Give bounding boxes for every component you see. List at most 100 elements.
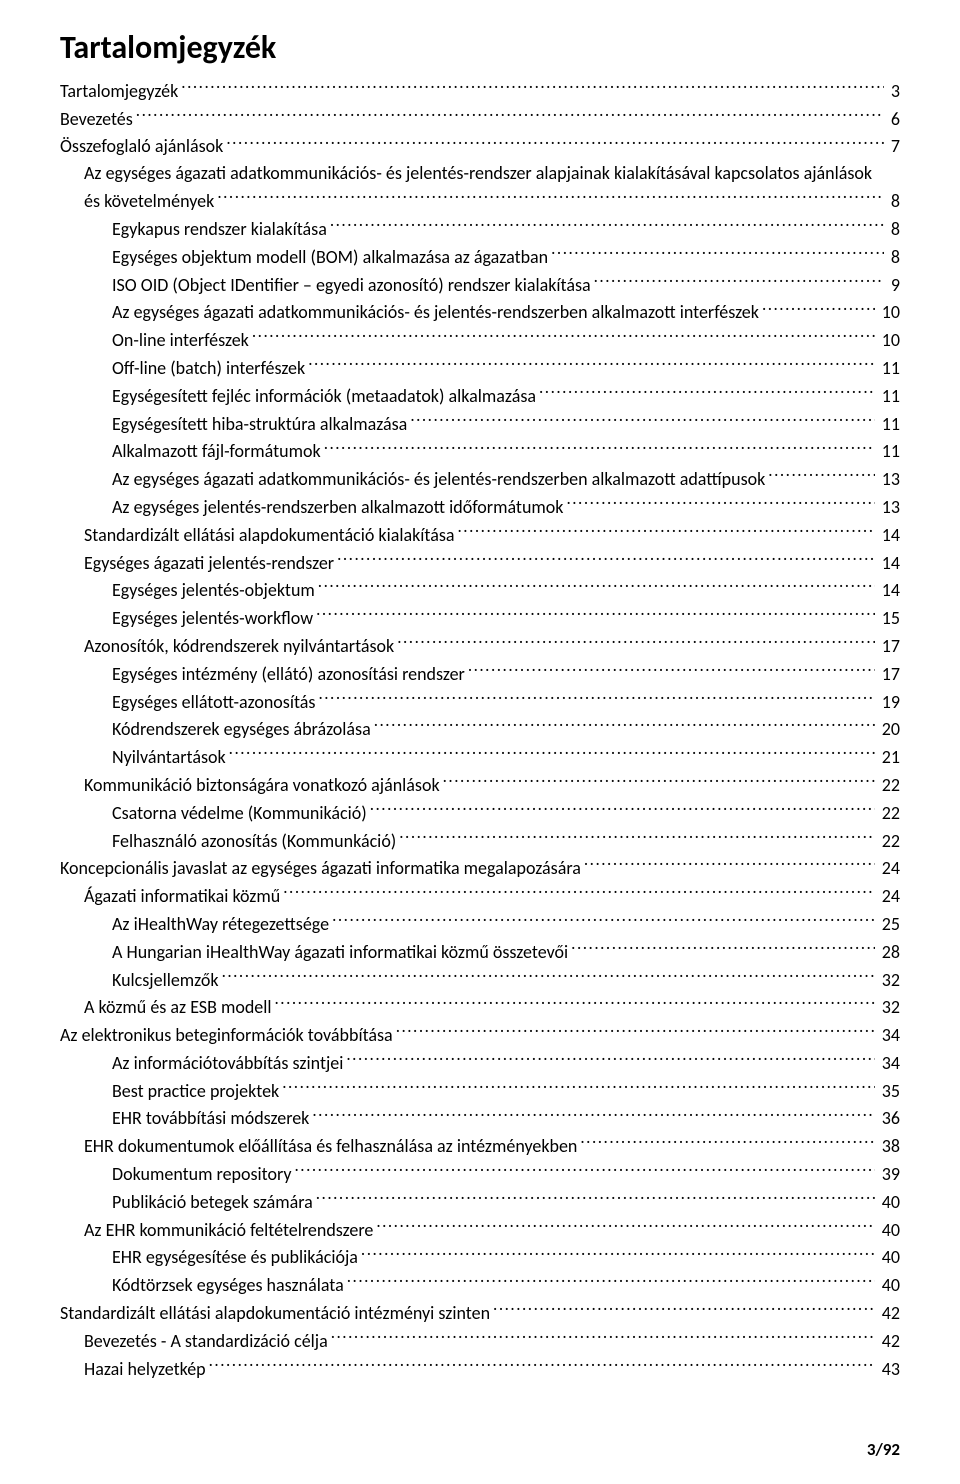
toc-entry-page: 10 bbox=[878, 299, 900, 326]
dot-leader bbox=[762, 299, 875, 319]
toc-entry-page: 11 bbox=[878, 438, 900, 465]
dot-leader bbox=[396, 1021, 875, 1041]
toc-entry: Standardizált ellátási alapdokumentáció … bbox=[60, 521, 900, 549]
toc-entry: Összefoglaló ajánlások7 bbox=[60, 133, 900, 161]
toc-entry: Egységes intézmény (ellátó) azonosítási … bbox=[60, 660, 900, 688]
dot-leader bbox=[584, 855, 875, 875]
dot-leader bbox=[330, 215, 884, 235]
toc-entry-label: Egységesített fejléc információk (metaad… bbox=[112, 383, 536, 410]
dot-leader bbox=[361, 1244, 875, 1264]
toc-entry-page: 22 bbox=[878, 800, 900, 827]
document-page: Tartalomjegyzék Tartalomjegyzék 3 Bevezeté… bbox=[0, 0, 960, 1484]
dot-leader bbox=[374, 716, 875, 736]
toc-entry-page: 42 bbox=[878, 1328, 900, 1355]
toc-entry-label: Egységes intézmény (ellátó) azonosítási … bbox=[112, 661, 465, 688]
toc-entry-page: 9 bbox=[887, 272, 900, 299]
toc-entry-label: Kódtörzsek egységes használata bbox=[112, 1272, 344, 1299]
toc-entry-page: 24 bbox=[878, 855, 900, 882]
dot-leader bbox=[397, 632, 875, 652]
toc-entry-label: Csatorna védelme (Kommunikáció) bbox=[112, 800, 367, 827]
toc-entry: Az információtovábbítás szintjei34 bbox=[60, 1049, 900, 1077]
toc-entry: EHR továbbítási módszerek36 bbox=[60, 1105, 900, 1133]
toc-entry-label: Kommunikáció biztonságára vonatkozó aján… bbox=[84, 772, 440, 799]
dot-leader bbox=[346, 1049, 874, 1069]
toc-entry: Bevezetés - A standardizáció célja 42 bbox=[60, 1327, 900, 1355]
toc-entry-page: 14 bbox=[878, 577, 900, 604]
toc-entry-label: Az információtovábbítás szintjei bbox=[112, 1050, 343, 1077]
toc-entry-page: 36 bbox=[878, 1105, 900, 1132]
toc-entry-page: 7 bbox=[887, 133, 900, 160]
toc-entry: EHR egységesítése és publikációja40 bbox=[60, 1244, 900, 1272]
toc-entry: Az egységes jelentés-rendszerben alkalma… bbox=[60, 493, 900, 521]
toc-entry: Nyilvántartások21 bbox=[60, 743, 900, 771]
dot-leader bbox=[458, 521, 875, 541]
toc-entry-page: 14 bbox=[878, 550, 900, 577]
dot-leader bbox=[316, 604, 875, 624]
toc-entry-page: 32 bbox=[878, 994, 900, 1021]
toc-entry-label: Tartalomjegyzék bbox=[60, 78, 178, 105]
dot-leader bbox=[399, 827, 874, 847]
toc-entry: Az elektronikus beteginformációk továbbí… bbox=[60, 1021, 900, 1049]
toc-entry: Kódrendszerek egységes ábrázolása20 bbox=[60, 716, 900, 744]
toc-entry-page: 13 bbox=[878, 466, 900, 493]
dot-leader bbox=[229, 743, 875, 763]
toc-entry: EHR dokumentumok előállítása és felhaszn… bbox=[60, 1132, 900, 1160]
toc-entry: Hazai helyzetkép 43 bbox=[60, 1355, 900, 1383]
toc-entry-page: 17 bbox=[878, 661, 900, 688]
toc-entry-label: EHR egységesítése és publikációja bbox=[112, 1244, 358, 1271]
toc-entry-page: 3 bbox=[887, 78, 900, 105]
toc-entry-label: On-line interfészek bbox=[112, 327, 249, 354]
toc-entry-page: 25 bbox=[878, 911, 900, 938]
toc-entry-label: Egységesített hiba-struktúra alkalmazása bbox=[112, 411, 407, 438]
dot-leader bbox=[551, 243, 884, 263]
toc-entry-page: 8 bbox=[887, 188, 900, 215]
toc-entry: Csatorna védelme (Kommunikáció) 22 bbox=[60, 799, 900, 827]
toc-entry-label: Dokumentum repository bbox=[112, 1161, 292, 1188]
toc-entry: Az EHR kommunikáció feltételrendszere40 bbox=[60, 1216, 900, 1244]
dot-leader bbox=[275, 994, 875, 1014]
toc-entry-label: Az egységes ágazati adatkommunikációs- é… bbox=[112, 299, 759, 326]
dot-leader bbox=[370, 799, 875, 819]
toc-entry-page: 8 bbox=[887, 244, 900, 271]
dot-leader bbox=[468, 660, 875, 680]
dot-leader bbox=[318, 577, 875, 597]
toc-entry-label: és követelmények bbox=[84, 188, 214, 215]
dot-leader bbox=[493, 1299, 875, 1319]
toc-entry-page: 22 bbox=[878, 772, 900, 799]
toc-entry-label: A közmű és az ESB modell bbox=[84, 994, 272, 1021]
toc-entry-label: Az egységes ágazati adatkommunikációs- é… bbox=[84, 160, 872, 187]
toc-entry: Koncepcionális javaslat az egységes ágaz… bbox=[60, 855, 900, 883]
toc-entry: Egykapus rendszer kialakítása8 bbox=[60, 215, 900, 243]
toc-entry: Felhasználó azonosítás (Kommunkáció)22 bbox=[60, 827, 900, 855]
toc-entry: Publikáció betegek számára40 bbox=[60, 1188, 900, 1216]
toc-entry-label: Off-line (batch) interfészek bbox=[112, 355, 305, 382]
dot-leader bbox=[217, 187, 884, 207]
toc-entry-label: Az iHealthWay rétegezettsége bbox=[112, 911, 329, 938]
toc-entry-page: 40 bbox=[878, 1217, 900, 1244]
dot-leader bbox=[410, 410, 874, 430]
dot-leader bbox=[282, 1077, 875, 1097]
toc-entry-page: 14 bbox=[878, 522, 900, 549]
toc-list: Tartalomjegyzék3Bevezetés6Összefoglaló a… bbox=[60, 77, 900, 1383]
dot-leader bbox=[318, 688, 874, 708]
toc-entry-label: Bevezetés bbox=[60, 106, 133, 133]
toc-entry-page: 11 bbox=[878, 411, 900, 438]
toc-entry: On-line interfészek10 bbox=[60, 326, 900, 354]
toc-entry-page: 13 bbox=[878, 494, 900, 521]
toc-entry-label: Kódrendszerek egységes ábrázolása bbox=[112, 716, 371, 743]
toc-entry-label: Alkalmazott fájl-formátumok bbox=[112, 438, 321, 465]
toc-entry-page: 21 bbox=[878, 744, 900, 771]
toc-entry-label: Kulcsjellemzők bbox=[112, 967, 219, 994]
toc-entry: Egységes jelentés-objektum 14 bbox=[60, 577, 900, 605]
dot-leader bbox=[332, 910, 875, 930]
toc-entry-page: 15 bbox=[878, 605, 900, 632]
toc-entry-label: Hazai helyzetkép bbox=[84, 1356, 206, 1383]
toc-title: Tartalomjegyzék bbox=[60, 28, 900, 67]
toc-entry: Alkalmazott fájl-formátumok 11 bbox=[60, 438, 900, 466]
toc-entry-label: Egységes jelentés-objektum bbox=[112, 577, 315, 604]
toc-entry-label: EHR dokumentumok előállítása és felhaszn… bbox=[84, 1133, 577, 1160]
toc-entry-page: 43 bbox=[878, 1356, 900, 1383]
dot-leader bbox=[324, 438, 875, 458]
toc-entry-label: Best practice projektek bbox=[112, 1078, 279, 1105]
toc-entry-label: Bevezetés - A standardizáció célja bbox=[84, 1328, 328, 1355]
